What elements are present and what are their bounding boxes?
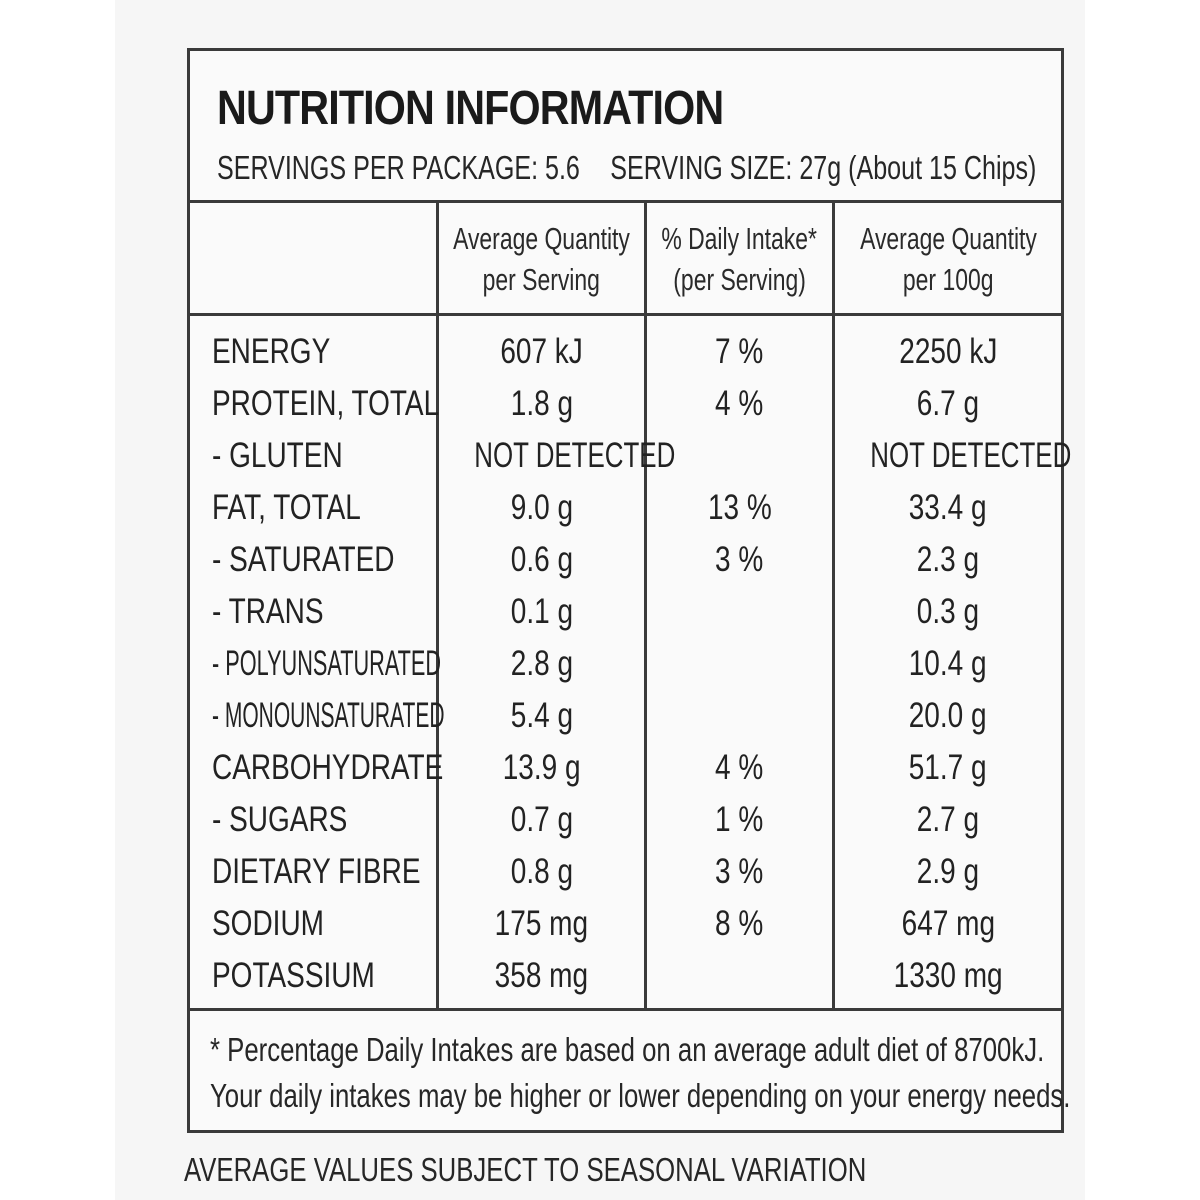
per-100g-value: 2.9 g <box>916 852 980 891</box>
table-row: POTASSIUM 358 mg 1330 mg <box>190 950 1061 1002</box>
per-100g-value: 20.0 g <box>909 696 987 735</box>
per-serving-value: 0.6 g <box>510 540 573 579</box>
per-serving-value: 0.8 g <box>510 852 573 891</box>
daily-intake-value: 3 % <box>715 540 764 579</box>
footnote-line: Your daily intakes may be higher or lowe… <box>210 1077 1071 1114</box>
column-divider <box>832 203 835 1010</box>
nutrient-name: PROTEIN, TOTAL <box>212 384 440 423</box>
per-100g-value: 2.3 g <box>916 540 980 579</box>
table-row: SODIUM 175 mg 8 % 647 mg <box>190 898 1061 950</box>
per-serving-value: 1.8 g <box>510 384 573 423</box>
per-serving-value: 0.1 g <box>510 592 573 631</box>
nutrient-name: - MONOUNSATURATED <box>212 696 445 735</box>
column-header-line: per Serving <box>482 262 601 297</box>
nutrient-name: CARBOHYDRATE <box>212 748 444 787</box>
per-100g-value: 1330 mg <box>893 956 1003 995</box>
column-header-per-serving: Average Quantity per Serving <box>439 203 644 315</box>
table-row: PROTEIN, TOTAL 1.8 g 4 % 6.7 g <box>190 378 1061 430</box>
daily-intake-value: 8 % <box>715 904 764 943</box>
nutrient-name: - GLUTEN <box>212 436 343 475</box>
serving-info: SERVINGS PER PACKAGE: 5.6 SERVING SIZE: 2… <box>217 149 1067 187</box>
daily-intake-value: 7 % <box>715 332 764 371</box>
daily-intake-value <box>647 950 832 1002</box>
daily-intake-value <box>647 430 832 482</box>
column-divider <box>436 203 439 1010</box>
table-row: - MONOUNSATURATED 5.4 g 20.0 g <box>190 690 1061 742</box>
footnote-line: * Percentage Daily Intakes are based on … <box>210 1031 1045 1068</box>
table-row: - SUGARS 0.7 g 1 % 2.7 g <box>190 794 1061 846</box>
serving-size: SERVING SIZE: 27g (About 15 Chips) <box>610 149 1037 186</box>
panel-header: NUTRITION INFORMATION SERVINGS PER PACKA… <box>190 51 1061 203</box>
per-100g-value: 2.7 g <box>916 800 980 839</box>
table-row: - GLUTEN NOT DETECTED NOT DETECTED <box>190 430 1072 482</box>
per-100g-value: 647 mg <box>901 904 995 943</box>
per-serving-value: 175 mg <box>494 904 589 943</box>
nutrient-name: SODIUM <box>212 904 324 943</box>
per-serving-value: NOT DETECTED <box>474 436 676 475</box>
seasonal-variation-note: AVERAGE VALUES SUBJECT TO SEASONAL VARIA… <box>184 1151 867 1188</box>
daily-intake-value: 3 % <box>715 852 764 891</box>
header-divider <box>190 313 1061 316</box>
column-header-line: per 100g <box>902 262 994 297</box>
per-serving-value: 9.0 g <box>510 488 573 527</box>
footnote: * Percentage Daily Intakes are based on … <box>210 1027 1071 1119</box>
nutrient-name: DIETARY FIBRE <box>212 852 421 891</box>
daily-intake-value: 1 % <box>715 800 764 839</box>
per-serving-value: 13.9 g <box>502 748 581 787</box>
column-header-line: Average Quantity <box>859 221 1037 256</box>
servings-per-package: SERVINGS PER PACKAGE: 5.6 <box>217 149 580 186</box>
per-100g-value: 51.7 g <box>909 748 987 787</box>
per-serving-value: 607 kJ <box>500 332 583 371</box>
nutrient-name: - TRANS <box>212 592 324 631</box>
per-serving-value: 0.7 g <box>510 800 573 839</box>
daily-intake-value: 4 % <box>715 748 764 787</box>
table-row: FAT, TOTAL 9.0 g 13 % 33.4 g <box>190 482 1061 534</box>
table-row: ENERGY 607 kJ 7 % 2250 kJ <box>190 326 1061 378</box>
daily-intake-value <box>647 690 832 742</box>
nutrient-name: ENERGY <box>212 332 331 371</box>
panel-title: NUTRITION INFORMATION <box>217 82 724 135</box>
daily-intake-value: 13 % <box>707 488 772 527</box>
per-100g-value: 33.4 g <box>909 488 987 527</box>
daily-intake-value: 4 % <box>715 384 764 423</box>
per-100g-value: 10.4 g <box>909 644 987 683</box>
column-divider <box>644 203 647 1010</box>
nutrient-name: POTASSIUM <box>212 956 375 995</box>
nutrient-name: FAT, TOTAL <box>212 488 361 527</box>
per-100g-value: 6.7 g <box>916 384 980 423</box>
table-row: - TRANS 0.1 g 0.3 g <box>190 586 1061 638</box>
nutrient-name: - POLYUNSATURATED <box>212 644 442 683</box>
nutrient-name: - SUGARS <box>212 800 348 839</box>
daily-intake-value <box>647 586 832 638</box>
per-100g-value: NOT DETECTED <box>870 436 1072 475</box>
footnote-divider <box>190 1008 1061 1011</box>
per-100g-value: 0.3 g <box>916 592 980 631</box>
per-serving-value: 2.8 g <box>510 644 573 683</box>
column-header-line: (per Serving) <box>673 262 806 297</box>
per-100g-value: 2250 kJ <box>898 332 998 371</box>
per-serving-value: 358 mg <box>494 956 589 995</box>
nutrition-panel: NUTRITION INFORMATION SERVINGS PER PACKA… <box>187 48 1072 1133</box>
column-header-per-100g: Average Quantity per 100g <box>835 203 1061 315</box>
column-header-line: % Daily Intake* <box>661 221 818 256</box>
daily-intake-value <box>647 638 832 690</box>
table-row: DIETARY FIBRE 0.8 g 3 % 2.9 g <box>190 846 1061 898</box>
column-header-daily-intake: % Daily Intake* (per Serving) <box>647 203 832 315</box>
table-row: CARBOHYDRATE 13.9 g 4 % 51.7 g <box>190 742 1061 794</box>
column-header-line: Average Quantity <box>453 221 630 256</box>
table-row: - SATURATED 0.6 g 3 % 2.3 g <box>190 534 1061 586</box>
per-serving-value: 5.4 g <box>510 696 573 735</box>
nutrient-name: - SATURATED <box>212 540 395 579</box>
table-row: - POLYUNSATURATED 2.8 g 10.4 g <box>190 638 1061 690</box>
